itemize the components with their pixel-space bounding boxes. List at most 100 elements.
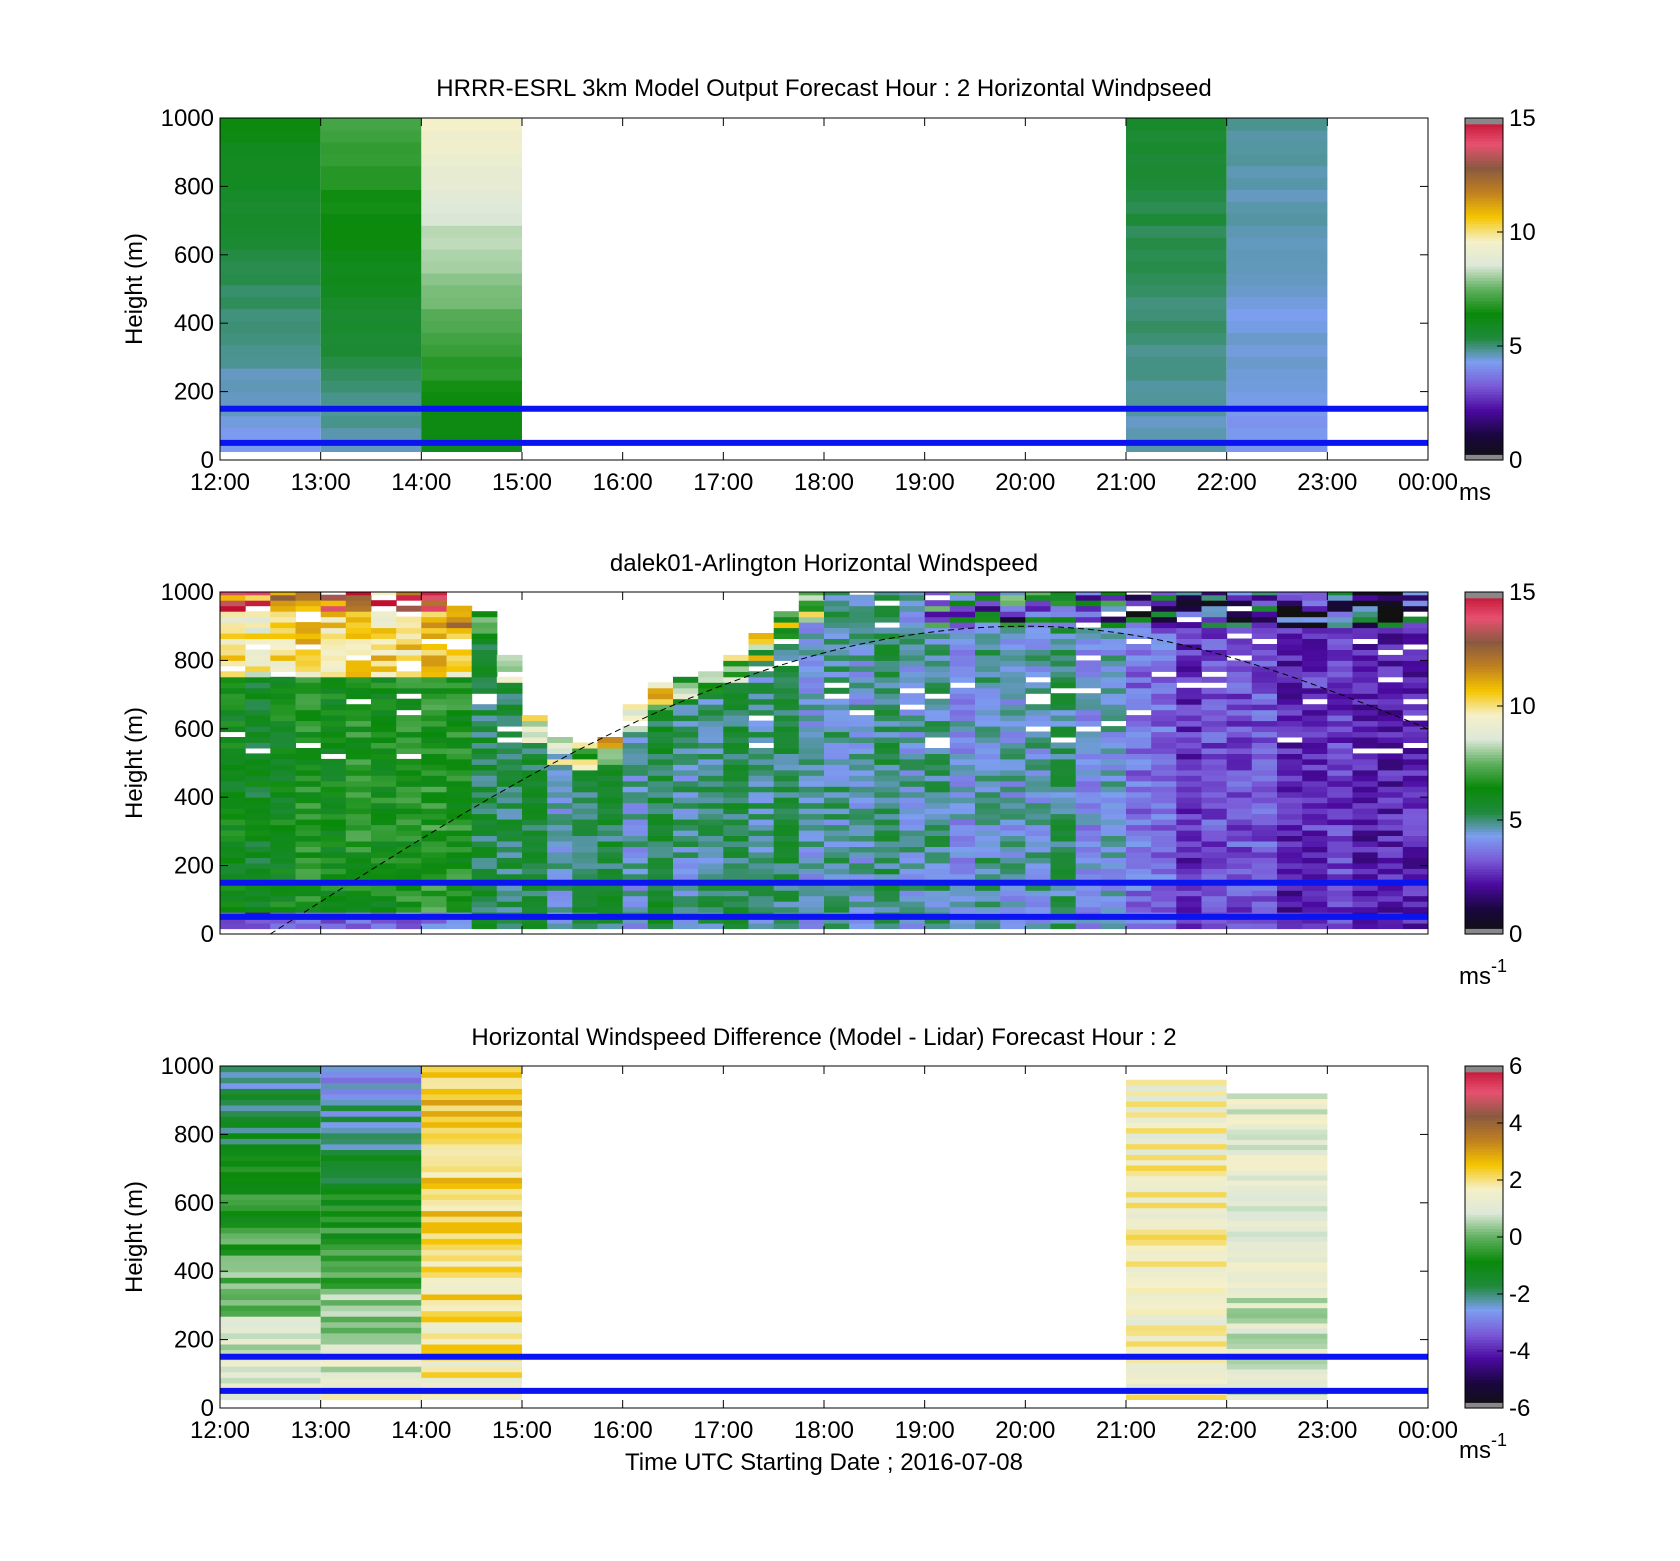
heatmap-cell — [572, 764, 598, 771]
heatmap-cell — [220, 201, 321, 214]
heatmap-cell — [320, 272, 422, 286]
heatmap-cell — [1100, 605, 1127, 612]
heatmap-cell — [1277, 616, 1303, 623]
colorbar-segment — [1465, 1205, 1503, 1210]
heatmap-cell — [371, 682, 397, 689]
heatmap-cell — [1100, 775, 1127, 782]
colorbar-segment — [1465, 428, 1503, 433]
heatmap-cell — [975, 819, 1001, 826]
heatmap-cell — [597, 835, 624, 842]
heatmap-cell — [924, 616, 951, 623]
heatmap-cell — [1226, 731, 1253, 738]
heatmap-cell — [899, 726, 926, 733]
heatmap-cell — [698, 671, 724, 678]
heatmap-cell — [220, 213, 321, 226]
heatmap-cell — [1277, 802, 1303, 809]
heatmap-cell — [1126, 693, 1152, 700]
heatmap-cell — [345, 857, 372, 864]
heatmap-cell — [446, 660, 473, 667]
heatmap-cell — [1226, 1154, 1328, 1161]
heatmap-cell — [1151, 605, 1177, 612]
heatmap-cell — [597, 813, 624, 820]
heatmap-cell — [1201, 693, 1228, 700]
heatmap-cell — [320, 813, 347, 820]
heatmap-cell — [1176, 592, 1202, 596]
heatmap-cell — [1025, 737, 1051, 743]
heatmap-cell — [396, 616, 422, 623]
heatmap-cell — [899, 671, 926, 678]
heatmap-cell — [220, 1204, 321, 1212]
heatmap-cell — [220, 753, 246, 760]
heatmap-cell — [748, 720, 775, 727]
heatmap-cell — [1327, 693, 1353, 700]
heatmap-cell — [320, 830, 347, 836]
heatmap-cell — [673, 824, 699, 831]
heatmap-cell — [320, 189, 422, 202]
heatmap-cell — [1050, 775, 1077, 782]
heatmap-cell — [1226, 332, 1328, 345]
heatmap-cell — [1226, 665, 1253, 672]
heatmap-cell — [723, 742, 749, 749]
heatmap-cell — [1226, 380, 1328, 393]
heatmap-cell — [1302, 731, 1328, 738]
heatmap-cell — [1226, 1164, 1328, 1171]
heatmap-cell — [1277, 709, 1303, 716]
heatmap-cell — [1126, 715, 1152, 722]
colorbar-segment — [1465, 1202, 1503, 1207]
heatmap-cell — [1100, 884, 1127, 891]
heatmap-cell — [396, 704, 422, 711]
heatmap-cell — [1075, 857, 1102, 864]
heatmap-cell — [1327, 748, 1353, 754]
heatmap-cell — [421, 742, 447, 749]
heatmap-cell — [1126, 1106, 1227, 1113]
heatmap-cell — [1226, 1307, 1328, 1314]
heatmap-cell — [597, 884, 624, 891]
colorbar-segment — [1465, 1279, 1503, 1284]
heatmap-cell — [1151, 687, 1177, 694]
heatmap-cell — [446, 802, 473, 809]
heatmap-cell — [1126, 1282, 1227, 1289]
heatmap-cell — [1277, 627, 1303, 634]
heatmap-cell — [647, 802, 674, 809]
heatmap-cell — [924, 654, 951, 661]
heatmap-cell — [723, 851, 749, 858]
colorbar-segment — [1465, 657, 1503, 661]
heatmap-cell — [421, 237, 522, 250]
heatmap-cell — [421, 709, 447, 716]
heatmap-cell — [220, 704, 246, 711]
heatmap-cell — [1050, 594, 1077, 601]
heatmap-cell — [320, 676, 347, 683]
colorbar-segment — [1465, 340, 1503, 344]
heatmap-cell — [1126, 1079, 1227, 1086]
heatmap-cell — [1000, 622, 1026, 629]
heatmap-cell — [421, 622, 447, 629]
heatmap-cell — [723, 775, 749, 782]
heatmap-cell — [975, 791, 1001, 798]
heatmap-cell — [371, 633, 397, 639]
heatmap-cell — [622, 704, 649, 711]
heatmap-cell — [723, 819, 749, 826]
heatmap-cell — [1176, 660, 1202, 667]
colorbar-segment — [1465, 254, 1503, 259]
heatmap-cell — [975, 660, 1001, 667]
heatmap-cell — [1277, 819, 1303, 826]
heatmap-cell — [1251, 605, 1278, 612]
colorbar-segment — [1465, 1160, 1503, 1164]
heatmap-cell — [220, 780, 246, 787]
heatmap-cell — [270, 857, 296, 864]
heatmap-cell — [1327, 627, 1353, 634]
heatmap-cell — [1176, 665, 1202, 672]
heatmap-cell — [421, 141, 522, 155]
colorbar-segment — [1465, 788, 1503, 793]
heatmap-cell — [245, 592, 271, 596]
heatmap-cell — [698, 846, 724, 853]
heatmap-cell — [1352, 857, 1379, 864]
heatmap-cell — [1277, 758, 1303, 765]
heatmap-cell — [899, 715, 926, 722]
heatmap-cell — [245, 846, 271, 853]
heatmap-cell — [874, 682, 900, 689]
heatmap-cell — [220, 786, 246, 793]
heatmap-cell — [874, 873, 900, 880]
heatmap-cell — [320, 368, 422, 381]
